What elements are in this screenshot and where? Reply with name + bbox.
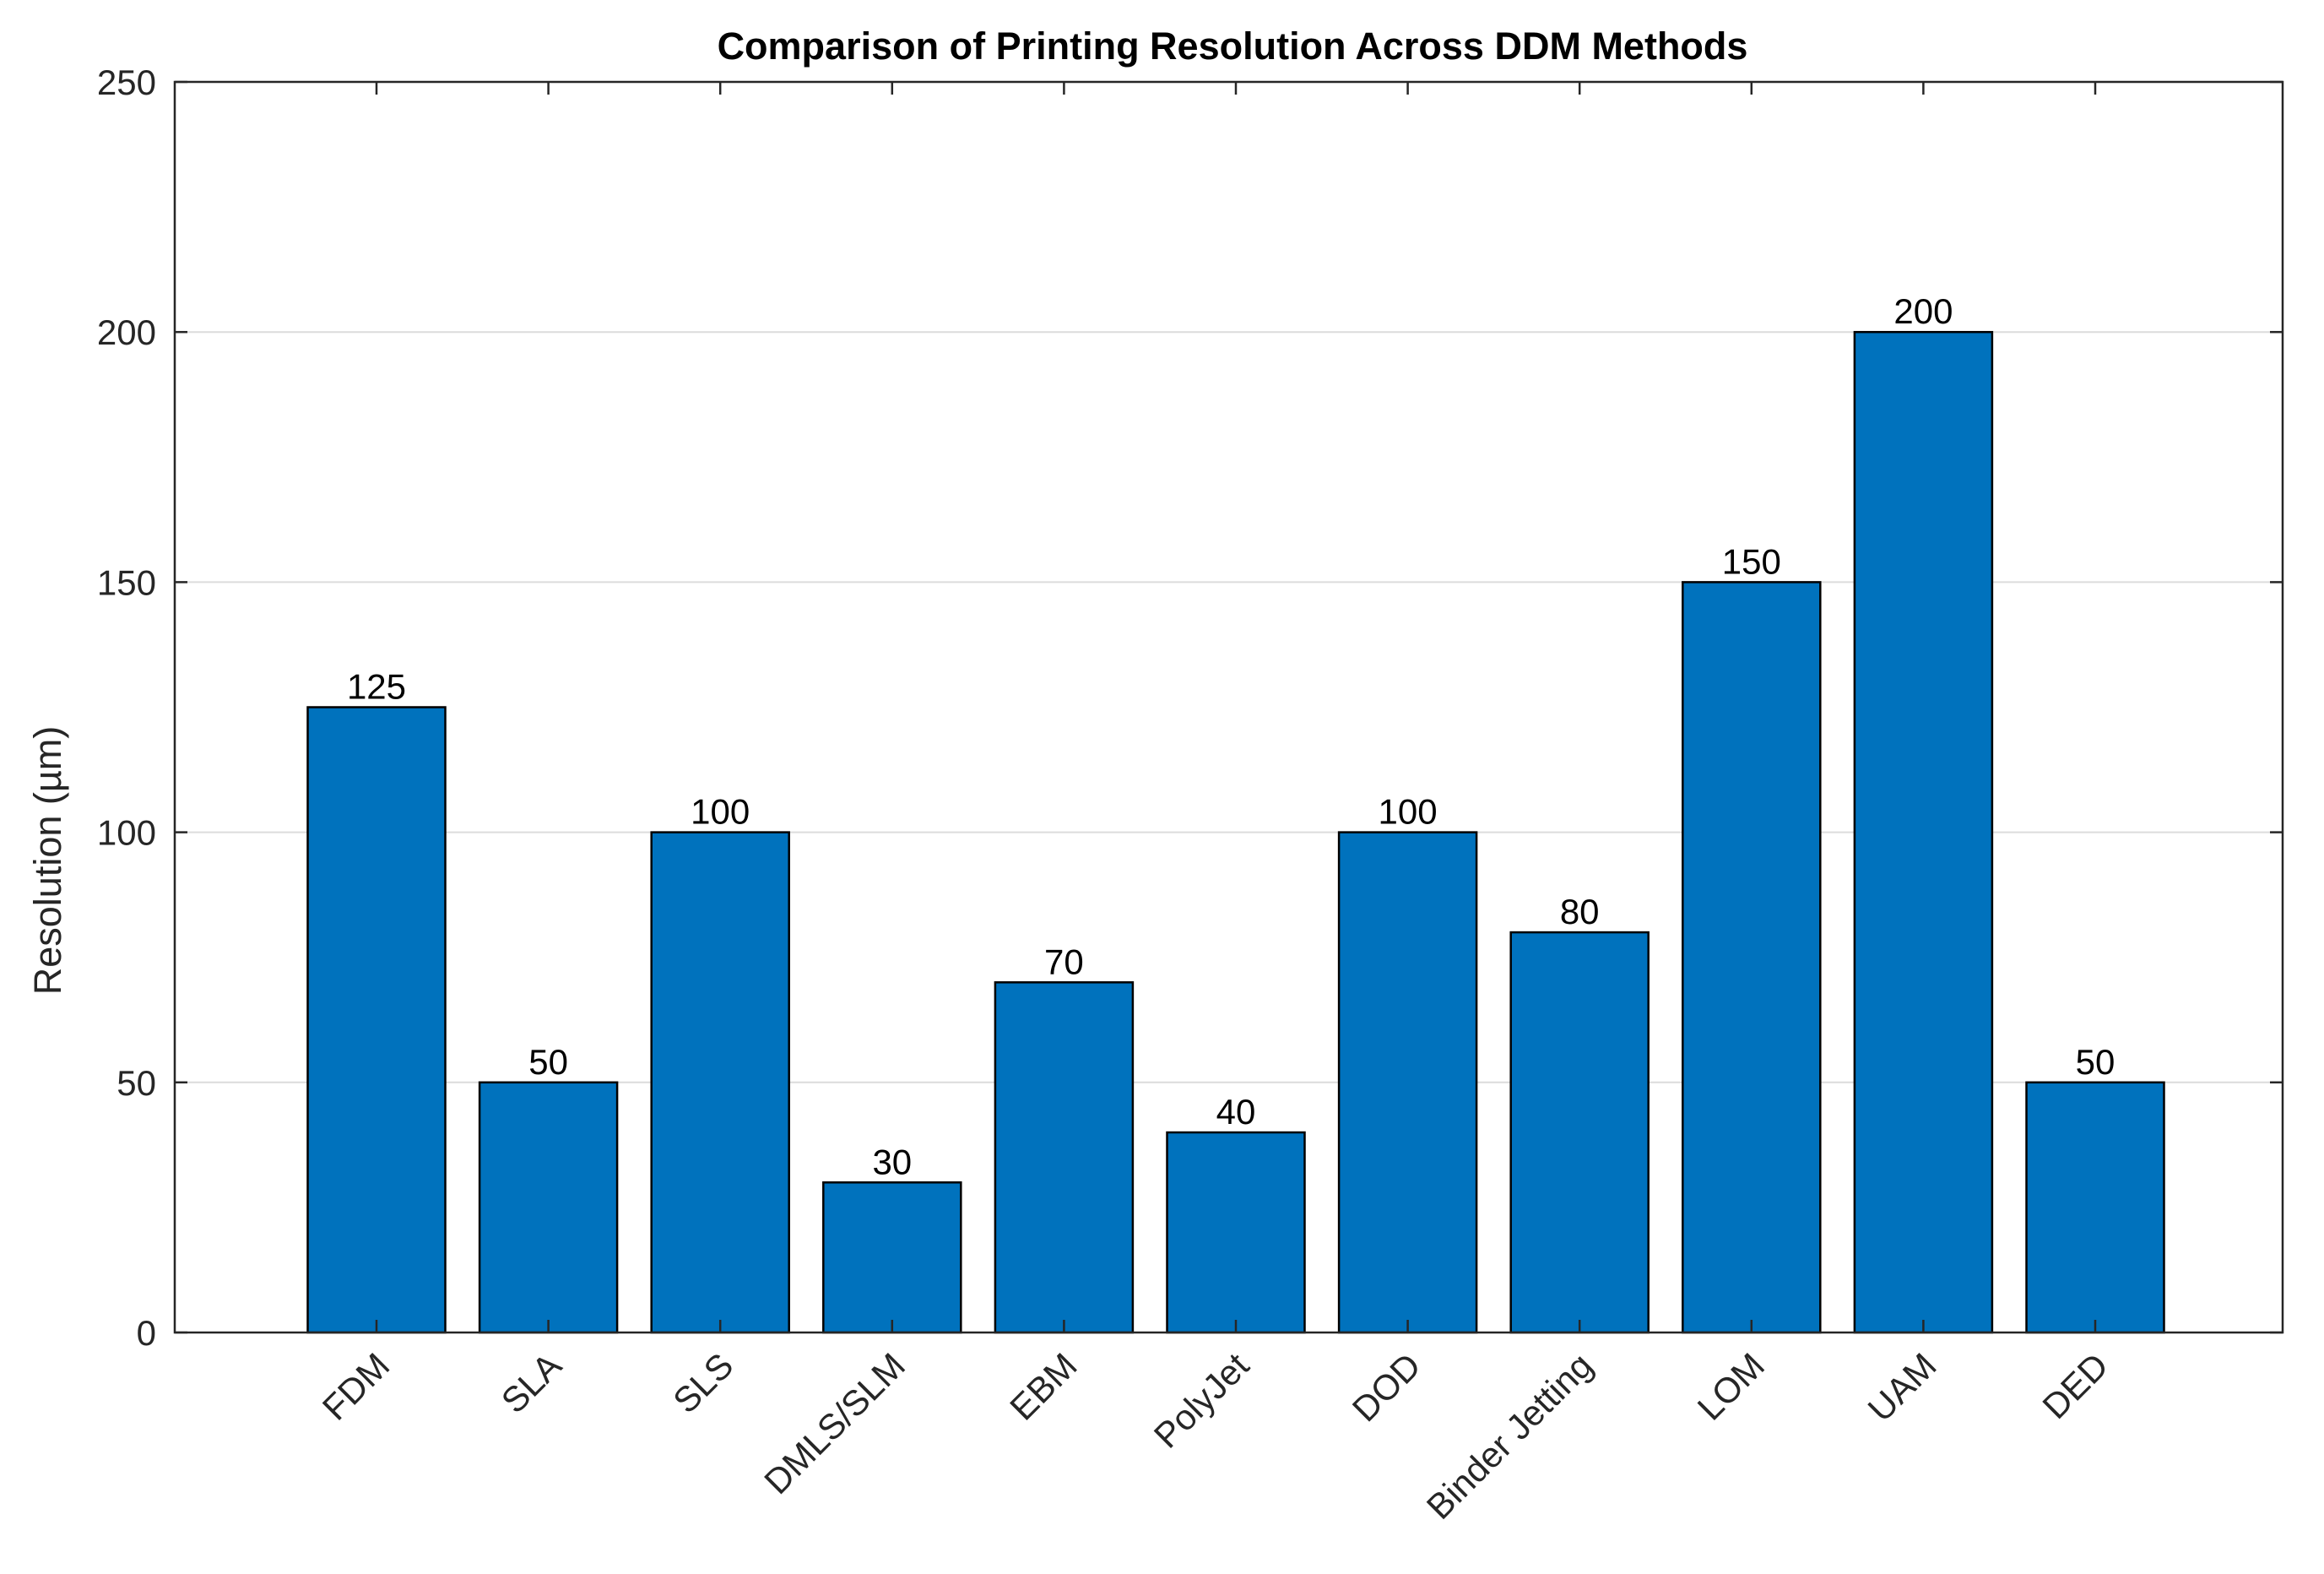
data-label-ebm: 70 xyxy=(1044,942,1084,981)
data-label-sls: 100 xyxy=(691,792,750,832)
y-tick-label-50: 50 xyxy=(116,1063,156,1103)
bar-polyjet xyxy=(1166,1131,1306,1334)
data-label-uam: 200 xyxy=(1893,291,1953,331)
chart-title: Comparison of Printing Resolution Across… xyxy=(718,24,1748,68)
y-tick-label-150: 150 xyxy=(97,562,156,602)
bar-ded xyxy=(2025,1081,2165,1334)
bar-dod xyxy=(1337,831,1478,1334)
data-label-binder-jetting: 80 xyxy=(1560,892,1600,931)
plot-area-box xyxy=(173,80,2284,1334)
bar-lom xyxy=(1682,581,1822,1334)
bar-sla xyxy=(478,1081,619,1334)
data-label-dmls-slm: 30 xyxy=(872,1142,912,1181)
bar-sls xyxy=(650,831,790,1334)
data-label-sla: 50 xyxy=(528,1042,568,1082)
y-tick-label-0: 0 xyxy=(137,1313,156,1353)
data-label-lom: 150 xyxy=(1722,541,1781,581)
data-labels: 125 50 100 30 70 40 100 80 150 200 50 xyxy=(347,291,2115,1181)
y-tick-label-200: 200 xyxy=(97,312,156,352)
bars xyxy=(306,330,2165,1334)
data-label-fdm: 125 xyxy=(347,667,406,707)
bar-ebm xyxy=(994,981,1135,1334)
bar-dmls-slm xyxy=(822,1181,962,1334)
y-axis-label: Resolution (µm) xyxy=(26,726,69,996)
data-label-dod: 100 xyxy=(1379,792,1438,832)
y-tick-label-100: 100 xyxy=(97,813,156,853)
data-label-polyjet: 40 xyxy=(1216,1092,1256,1132)
y-tick-label-250: 250 xyxy=(97,62,156,102)
bar-binder-jetting xyxy=(1509,931,1650,1334)
data-label-ded: 50 xyxy=(2076,1042,2115,1082)
bar-uam xyxy=(1853,330,1994,1334)
bar-fdm xyxy=(306,706,447,1334)
